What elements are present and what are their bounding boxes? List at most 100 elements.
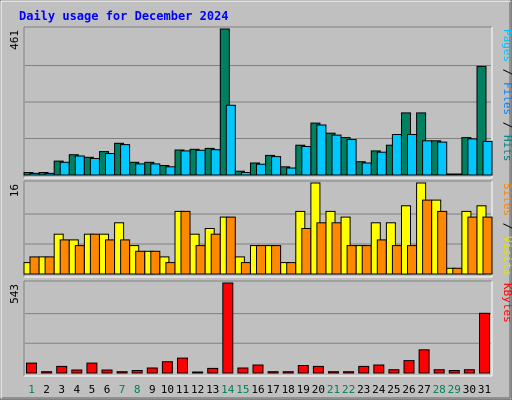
bar-pages-day-5 (89, 158, 100, 176)
bar-pages-day-1 (29, 172, 40, 176)
bar-pages-day-18 (286, 167, 297, 176)
x-tick-label-day-4: 4 (73, 383, 80, 396)
x-tick-label-day-5: 5 (89, 383, 96, 396)
bar-kbytes-day-11 (177, 357, 188, 374)
bar-kbytes-day-26 (403, 360, 415, 374)
x-tick-label-day-19: 19 (297, 383, 310, 396)
bar-kbytes-day-18 (282, 371, 294, 374)
bar-sites-day-29 (452, 267, 463, 275)
bar-pages-day-9 (150, 163, 161, 176)
bar-sites-day-12 (195, 245, 206, 275)
bar-hits-day-31 (476, 65, 487, 176)
legend-visits: Sites / Visits (501, 183, 512, 276)
bar-pages-day-12 (195, 149, 206, 176)
bar-pages-day-30 (467, 138, 478, 176)
bar-pages-day-19 (301, 146, 312, 176)
x-tick-label-day-2: 2 (43, 383, 50, 396)
bar-sites-day-20 (316, 222, 327, 275)
x-tick-label-day-11: 11 (176, 383, 189, 396)
x-tick-label-day-21: 21 (327, 383, 340, 396)
legend-entry: KBytes (501, 283, 512, 323)
bar-pages-day-2 (44, 172, 55, 176)
bar-hits-day-14 (219, 28, 230, 176)
bar-kbytes-day-22 (343, 371, 355, 374)
bar-pages-day-23 (361, 162, 372, 176)
panel-kbytes: 543 KBytes (8, 280, 512, 377)
x-tick-label-day-27: 27 (417, 383, 430, 396)
bar-kbytes-day-29 (448, 370, 460, 374)
bar-sites-day-17 (271, 245, 282, 275)
bar-kbytes-day-13 (207, 367, 219, 374)
bar-sites-day-14 (225, 216, 236, 275)
bar-sites-day-8 (135, 250, 146, 275)
legend-kbytes: KBytes (501, 283, 512, 323)
x-tick-label-day-23: 23 (357, 383, 370, 396)
bar-sites-day-23 (361, 245, 372, 275)
x-tick-label-day-20: 20 (312, 383, 325, 396)
x-tick-label-day-14: 14 (221, 383, 235, 396)
bar-pages-day-20 (316, 124, 327, 176)
bar-kbytes-day-21 (328, 371, 339, 374)
bar-pages-day-8 (135, 163, 146, 176)
bar-pages-day-29 (452, 173, 463, 176)
bar-sites-day-4 (74, 245, 85, 275)
bar-pages-day-24 (376, 151, 387, 176)
bar-sites-day-28 (437, 210, 448, 275)
x-tick-label-day-30: 30 (463, 383, 476, 396)
y-max-label-visits: 16 (8, 184, 21, 197)
bar-kbytes-day-31 (479, 312, 490, 374)
bar-pages-day-4 (74, 155, 85, 176)
bar-pages-day-16 (256, 163, 266, 176)
x-tick-label-day-6: 6 (104, 383, 111, 396)
bar-kbytes-day-19 (297, 365, 309, 374)
x-tick-label-day-3: 3 (58, 383, 65, 396)
bar-pages-day-27 (422, 140, 433, 176)
bar-kbytes-day-24 (373, 364, 385, 374)
legend-entry: / (501, 115, 512, 135)
bar-pages-day-17 (271, 156, 282, 176)
bar-pages-day-7 (120, 144, 131, 176)
bar-kbytes-day-1 (26, 362, 37, 374)
bar-kbytes-day-14 (222, 282, 234, 374)
legend-entry: Hits (501, 135, 512, 162)
bar-sites-day-15 (240, 262, 251, 275)
x-tick-label-day-8: 8 (134, 383, 141, 396)
bar-sites-day-9 (150, 250, 161, 275)
bar-kbytes-day-8 (131, 370, 143, 374)
bar-sites-day-1 (29, 256, 40, 275)
legend-entry: / (501, 216, 512, 236)
bar-sites-day-3 (59, 239, 70, 275)
legend-entry: Visits (501, 236, 512, 276)
y-max-label-kbytes: 543 (8, 284, 21, 304)
bar-pages-day-26 (407, 134, 417, 176)
bar-sites-day-13 (210, 233, 221, 275)
bar-sites-day-22 (346, 245, 357, 275)
bar-kbytes-day-9 (146, 367, 158, 374)
bar-sites-day-30 (467, 216, 478, 275)
bar-pages-day-22 (346, 139, 357, 176)
bar-sites-day-24 (376, 239, 387, 275)
legend-hits: Pages / Files / Hits (501, 29, 512, 162)
panel-visits: 16 Sites / Visits (8, 180, 512, 278)
x-axis-labels: 1 2 3 4 5 6 7 8 9 10 11 12 13 14 15 16 17 18 19 20 21 22 23 24 2… (28, 383, 491, 396)
x-tick-label-day-13: 13 (206, 383, 219, 396)
bar-visits-day-26 (401, 205, 411, 275)
y-max-label-hits: 461 (8, 30, 21, 50)
x-tick-label-day-26: 26 (402, 383, 415, 396)
panel-hits: 461 Pages / Files / Hits (8, 26, 512, 179)
bar-sites-day-16 (256, 245, 266, 275)
bar-kbytes-day-23 (358, 365, 370, 374)
x-tick-label-day-25: 25 (387, 383, 400, 396)
x-tick-label-day-7: 7 (119, 383, 126, 396)
legend-entry: Files (501, 82, 512, 115)
bar-pages-day-3 (59, 161, 70, 176)
x-tick-label-day-17: 17 (266, 383, 279, 396)
bar-sites-day-18 (286, 262, 297, 275)
bar-pages-day-21 (331, 134, 342, 176)
x-tick-label-day-18: 18 (282, 383, 295, 396)
x-tick-label-day-29: 29 (448, 383, 461, 396)
bar-kbytes-day-6 (101, 369, 113, 374)
bar-pages-day-31 (482, 140, 493, 176)
bar-kbytes-day-12 (192, 371, 204, 374)
